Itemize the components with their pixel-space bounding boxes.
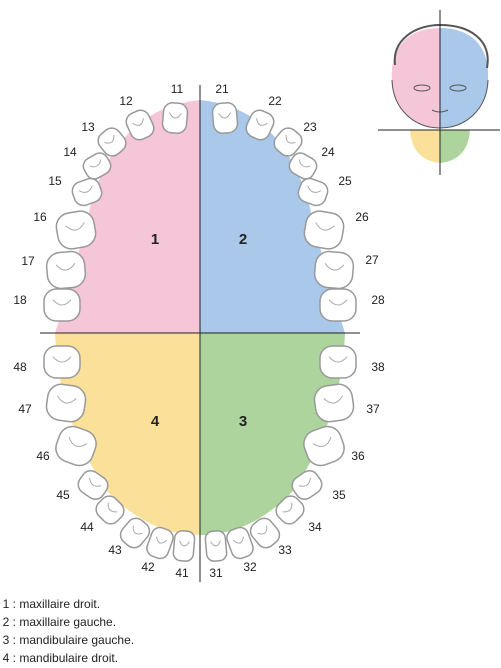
tooth-number: 17: [21, 254, 35, 268]
tooth: [320, 346, 356, 378]
quadrant-number: 2: [239, 231, 247, 248]
tooth: [45, 383, 88, 424]
tooth-number: 14: [63, 145, 77, 159]
tooth-number: 25: [338, 174, 352, 188]
tooth: [212, 102, 239, 134]
quadrant-number: 3: [239, 413, 247, 430]
face-icon: [378, 10, 500, 175]
tooth-number: 46: [36, 449, 50, 463]
legend-line: t 3 : mandibulaire gauche.: [0, 633, 134, 647]
tooth: [314, 250, 355, 289]
legend-line: t 1 : maxillaire droit.: [0, 597, 100, 611]
tooth-number: 35: [332, 488, 346, 502]
tooth-number: 48: [13, 360, 27, 374]
tooth-number: 16: [33, 210, 47, 224]
tooth-number: 33: [278, 543, 292, 557]
tooth-number: 23: [303, 120, 317, 134]
tooth-number: 36: [351, 449, 365, 463]
tooth-number: 42: [141, 560, 155, 574]
tooth-number: 38: [371, 360, 385, 374]
tooth-number: 28: [371, 293, 385, 307]
tooth-number: 22: [268, 94, 282, 108]
tooth-number: 34: [308, 520, 322, 534]
tooth: [46, 250, 87, 289]
tooth-number: 44: [80, 520, 94, 534]
tooth-number: 15: [48, 174, 62, 188]
tooth-number: 27: [365, 253, 379, 267]
tooth-number: 47: [18, 402, 32, 416]
tooth-number: 32: [243, 560, 257, 574]
tooth-number: 45: [56, 488, 70, 502]
tooth-number: 21: [215, 82, 229, 96]
tooth-number: 12: [119, 94, 133, 108]
tooth: [320, 289, 356, 321]
tooth: [173, 530, 196, 562]
tooth: [44, 346, 80, 378]
tooth-number: 43: [108, 543, 122, 557]
tooth-number: 26: [355, 210, 369, 224]
tooth-number: 18: [13, 293, 27, 307]
tooth: [205, 530, 228, 562]
tooth: [313, 383, 356, 424]
dental-diagram: 1112131415161718212223242526272831323334…: [0, 0, 501, 668]
tooth-number: 37: [366, 402, 380, 416]
tooth-number: 13: [81, 120, 95, 134]
quadrant-number: 1: [151, 231, 159, 248]
legend-line: t 2 : maxillaire gauche.: [0, 615, 116, 629]
tooth-number: 41: [175, 566, 189, 580]
tooth-number: 31: [209, 566, 223, 580]
tooth-number: 24: [321, 145, 335, 159]
tooth: [162, 102, 189, 134]
legend-line: t 4 : mandibulaire droit.: [0, 651, 118, 665]
tooth-number: 11: [171, 82, 184, 96]
quadrant-number: 4: [151, 413, 160, 430]
tooth: [44, 289, 80, 321]
